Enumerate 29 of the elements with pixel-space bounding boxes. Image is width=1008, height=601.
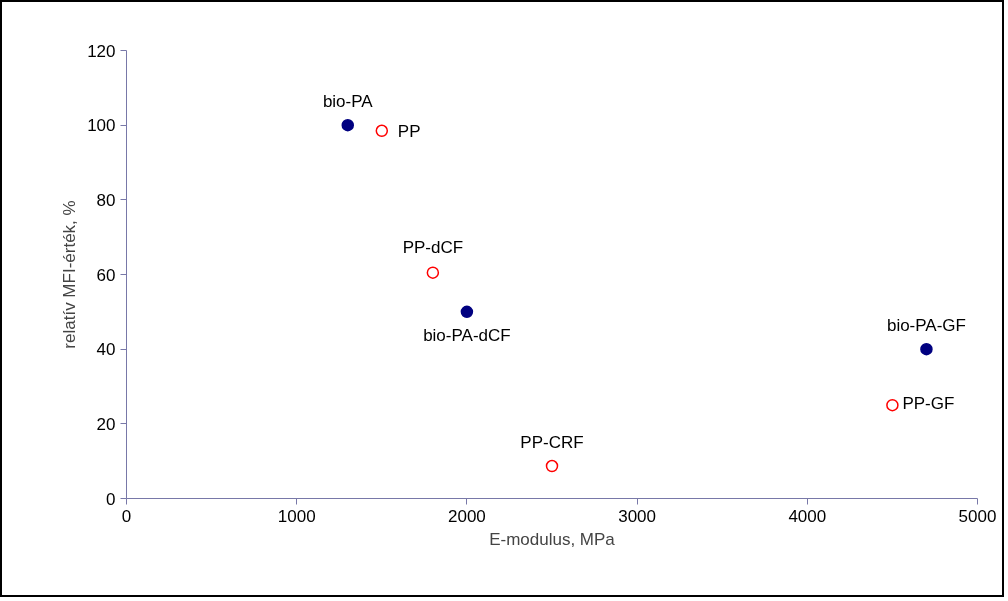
point bbox=[426, 266, 440, 279]
y-tick-label: 100 bbox=[87, 116, 116, 136]
x-tick-label: 1000 bbox=[277, 506, 316, 526]
y-tick-label: 120 bbox=[87, 41, 116, 61]
y-tick-label: 60 bbox=[96, 265, 116, 285]
x-tick-label: 2000 bbox=[447, 506, 486, 526]
annotation: bio-PA-dCF bbox=[423, 325, 511, 345]
point bbox=[375, 124, 389, 138]
y-tick-label: 20 bbox=[96, 414, 116, 434]
x-tick-label: 4000 bbox=[788, 506, 827, 526]
annotation: PP-GF bbox=[902, 394, 955, 414]
annotation: PP bbox=[397, 121, 421, 141]
point bbox=[545, 459, 559, 473]
y-tick-label: 80 bbox=[96, 190, 116, 210]
point bbox=[341, 118, 355, 132]
x-axis-title: E-modulus, MPa bbox=[489, 529, 616, 549]
point bbox=[920, 342, 933, 356]
x-tick-label: 5000 bbox=[958, 506, 997, 526]
y-axis-title: relatív MFI-érték, % bbox=[60, 200, 80, 349]
point bbox=[886, 398, 899, 412]
point bbox=[460, 305, 474, 319]
annotation: bio-PA-GF bbox=[886, 316, 966, 336]
x-tick-label: 0 bbox=[121, 506, 132, 526]
y-tick-label: 0 bbox=[106, 489, 116, 509]
annotation: PP-dCF bbox=[402, 237, 464, 257]
y-tick-label: 40 bbox=[96, 340, 116, 360]
annotation: bio-PA bbox=[322, 92, 374, 112]
annotation: PP-CRF bbox=[520, 433, 584, 453]
x-tick-label: 3000 bbox=[618, 506, 657, 526]
